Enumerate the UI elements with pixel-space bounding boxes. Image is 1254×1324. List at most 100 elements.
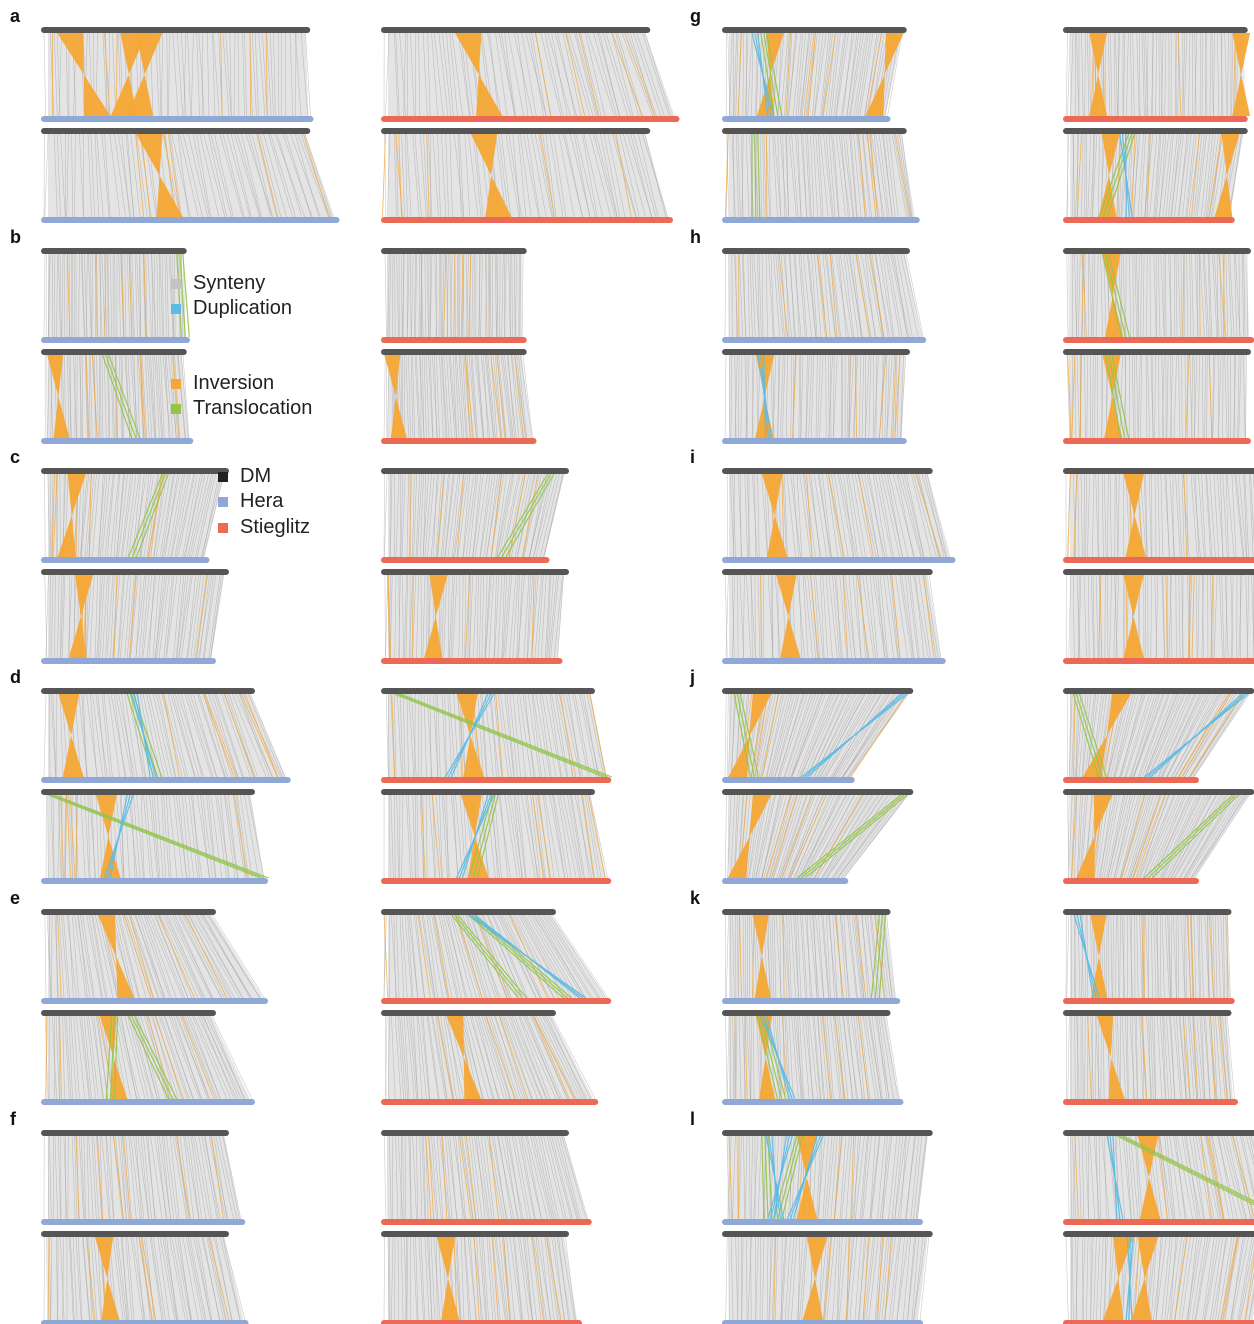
- synteny-link: [114, 133, 126, 218]
- synteny-link: [1190, 794, 1243, 879]
- inversion-link: [894, 133, 911, 218]
- synteny-link: [813, 133, 818, 218]
- synteny-link: [551, 693, 568, 778]
- synteny-link: [526, 133, 540, 218]
- synteny-link: [753, 253, 760, 338]
- synteny-link: [914, 574, 925, 659]
- synteny-link: [172, 32, 179, 117]
- synteny-link: [487, 354, 496, 439]
- synteny-link: [1220, 473, 1224, 558]
- synteny-link: [839, 1015, 849, 1100]
- synteny-link: [1212, 354, 1214, 439]
- synteny-link: [745, 1135, 748, 1220]
- synteny-link: [387, 1236, 390, 1321]
- synteny-link: [832, 794, 890, 879]
- synteny-link: [809, 914, 818, 999]
- synteny-link: [1185, 794, 1237, 879]
- synteny-link: [409, 253, 412, 338]
- synteny-link: [418, 693, 420, 778]
- synteny-link: [825, 354, 827, 439]
- synteny-link: [1130, 1135, 1139, 1220]
- synteny-link: [411, 693, 417, 778]
- synteny-link: [1173, 794, 1221, 879]
- synteny-link: [537, 574, 544, 659]
- synteny-link: [1089, 32, 1091, 117]
- synteny-link: [843, 574, 852, 659]
- synteny-link: [1178, 1015, 1187, 1100]
- synteny-link: [151, 1236, 164, 1321]
- synteny-link: [86, 693, 98, 778]
- inversion-link: [395, 133, 403, 218]
- synteny-link: [542, 794, 555, 879]
- inversion-link: [1210, 574, 1214, 659]
- translocation-link: [1072, 693, 1100, 778]
- synteny-link: [847, 1015, 857, 1100]
- legend-swatch: [218, 497, 228, 507]
- inversion-block: [1102, 254, 1124, 337]
- inversion-link: [565, 32, 586, 117]
- synteny-link: [548, 574, 557, 659]
- synteny-link: [91, 914, 106, 999]
- synteny-link: [208, 133, 227, 218]
- translocation-link: [766, 32, 783, 117]
- inversion-block: [802, 1237, 828, 1320]
- synteny-link: [399, 473, 402, 558]
- synteny-link: [532, 914, 584, 999]
- synteny-link: [581, 794, 594, 879]
- synteny-link: [1071, 354, 1073, 439]
- inversion-link: [490, 354, 502, 439]
- inversion-block: [456, 694, 485, 777]
- synteny-link: [60, 1236, 65, 1321]
- synteny-link: [1112, 693, 1134, 778]
- synteny-link: [830, 32, 841, 117]
- synteny-link: [1127, 794, 1152, 879]
- synteny-link: [512, 574, 519, 659]
- synteny-link: [746, 473, 751, 558]
- synteny-link: [215, 1236, 232, 1321]
- synteny-link: [97, 914, 118, 999]
- synteny-link: [730, 794, 736, 879]
- inversion-link: [436, 473, 445, 558]
- synteny-link: [74, 914, 87, 999]
- synteny-link: [408, 1015, 417, 1100]
- inversion-link: [154, 1015, 184, 1100]
- synteny-plot: [722, 1010, 904, 1105]
- synteny-link: [391, 1236, 394, 1321]
- synteny-link: [1240, 1135, 1254, 1198]
- inversion-block: [1096, 1016, 1125, 1099]
- synteny-link: [480, 1135, 493, 1220]
- synteny-link: [76, 1015, 86, 1100]
- synteny-link: [1158, 133, 1170, 218]
- synteny-link: [1136, 1015, 1138, 1100]
- inversion-link: [138, 1236, 153, 1321]
- synteny-link: [551, 1015, 596, 1100]
- synteny-link: [1108, 32, 1111, 117]
- synteny-link: [841, 1135, 850, 1220]
- synteny-link: [471, 1135, 483, 1220]
- inversion-block: [470, 134, 512, 217]
- synteny-link: [724, 253, 727, 338]
- synteny-link: [786, 133, 789, 218]
- synteny-link: [1243, 253, 1246, 338]
- synteny-link: [140, 473, 155, 558]
- synteny-link: [143, 473, 158, 558]
- synteny-link: [520, 354, 533, 439]
- synteny-link: [1157, 914, 1159, 999]
- synteny-link: [65, 1015, 72, 1100]
- synteny-link: [170, 473, 185, 558]
- inversion-link: [143, 253, 147, 338]
- synteny-link: [727, 794, 732, 879]
- synteny-link: [1078, 794, 1083, 879]
- synteny-link: [401, 794, 404, 879]
- synteny-link: [1078, 574, 1082, 659]
- synteny-link: [790, 693, 819, 778]
- synteny-link: [1222, 473, 1228, 558]
- synteny-link: [1164, 1236, 1173, 1321]
- synteny-link: [437, 473, 445, 558]
- synteny-link: [80, 914, 94, 999]
- synteny-plot: [381, 688, 613, 783]
- synteny-link: [901, 574, 914, 659]
- synteny-link: [442, 473, 450, 558]
- synteny-link: [384, 1135, 387, 1220]
- synteny-link: [520, 1135, 536, 1220]
